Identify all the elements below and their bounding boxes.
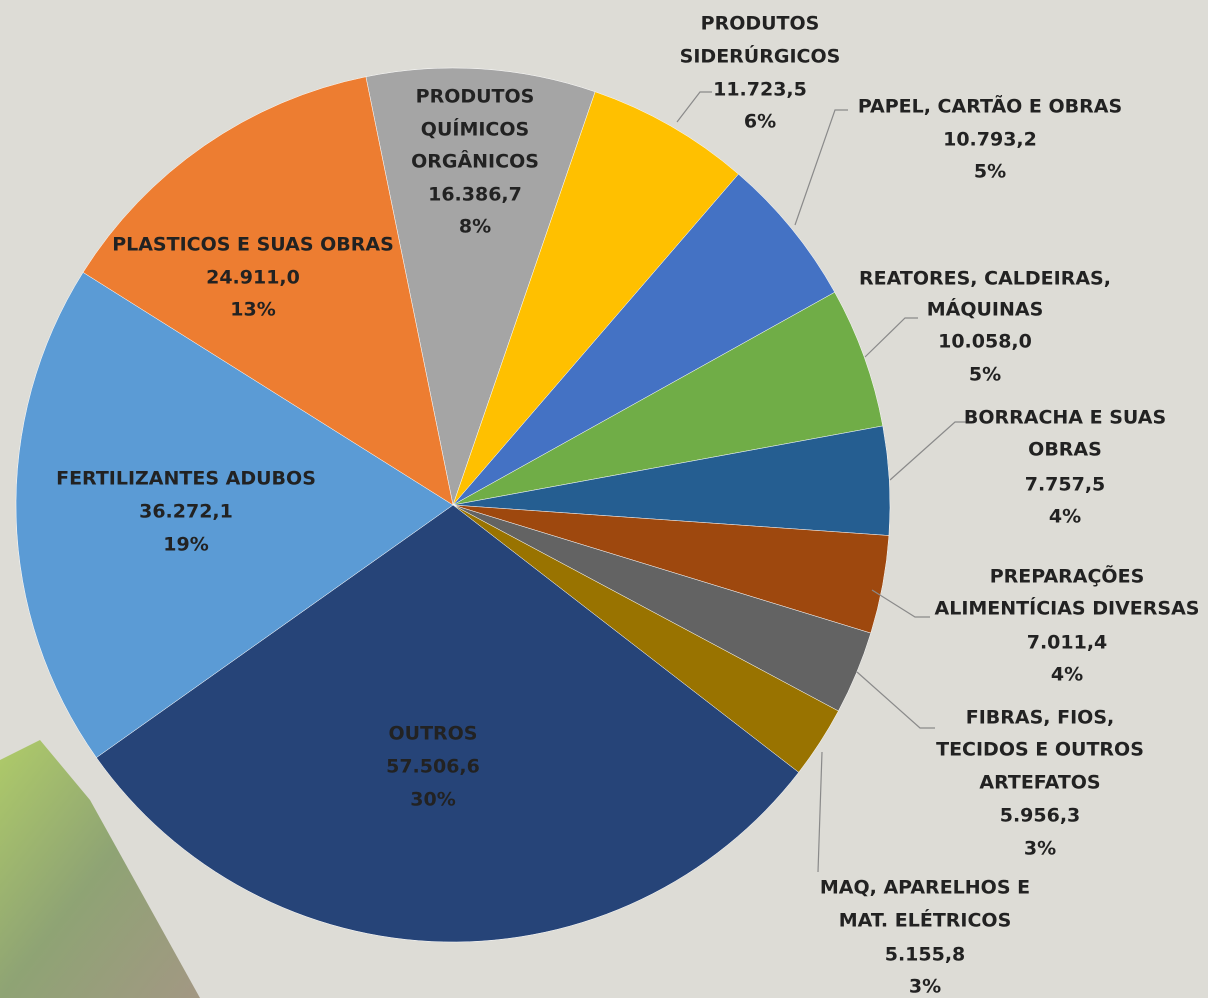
background-photo: [0, 740, 200, 998]
pie-slice: [82, 76, 454, 506]
pie-slice: [452, 91, 739, 506]
slice-label: FIBRAS, FIOS,: [966, 707, 1114, 729]
pie-slice: [452, 291, 884, 506]
leader-line: [864, 317, 918, 358]
percent-label: 5%: [974, 161, 1006, 183]
slice-label: MAQ, APARELHOS E: [820, 877, 1030, 899]
value-label: 5.956,3: [1000, 805, 1081, 827]
value-label: 16.386,7: [428, 184, 522, 206]
value-label: 10.793,2: [943, 129, 1037, 151]
slice-label: MÁQUINAS: [927, 298, 1044, 321]
slice-label: TECIDOS E OUTROS: [936, 739, 1144, 761]
slice-label: SIDERÚRGICOS: [680, 44, 841, 68]
value-label: 7.011,4: [1027, 632, 1108, 654]
value-label: 11.723,5: [713, 79, 807, 101]
percent-label: 30%: [410, 789, 455, 811]
slice-label: ORGÂNICOS: [411, 150, 539, 173]
value-label: 57.506,6: [386, 756, 480, 778]
leader-line: [889, 421, 970, 481]
percent-label: 5%: [969, 364, 1001, 386]
slice-label: FERTILIZANTES ADUBOS: [56, 468, 316, 490]
slice-label: PAPEL, CARTÃO E OBRAS: [858, 94, 1122, 118]
pie-slice: [365, 67, 596, 506]
percent-label: 3%: [909, 976, 941, 998]
value-label: 24.911,0: [206, 267, 300, 289]
slice-label: QUÍMICOS: [421, 118, 529, 141]
leader-line: [676, 91, 712, 123]
percent-label: 8%: [459, 216, 491, 238]
slice-label: OUTROS: [388, 723, 477, 745]
slice-label: BORRACHA E SUAS: [964, 407, 1166, 429]
percent-label: 6%: [744, 111, 776, 133]
pie-slice: [15, 272, 454, 758]
slice-label: MAT. ELÉTRICOS: [839, 909, 1012, 932]
percent-label: 19%: [163, 534, 208, 556]
percent-label: 4%: [1049, 506, 1081, 528]
percent-label: 13%: [230, 299, 275, 321]
slice-label: ALIMENTÍCIAS DIVERSAS: [935, 597, 1200, 620]
leader-line: [817, 751, 823, 873]
pie-slice: [452, 173, 836, 506]
pie-slice: [96, 504, 800, 943]
slice-label: PRODUTOS: [416, 86, 535, 108]
value-label: 10.058,0: [938, 331, 1032, 353]
percent-label: 3%: [1024, 838, 1056, 860]
value-label: 36.272,1: [139, 501, 233, 523]
slice-label: PREPARAÇÕES: [990, 564, 1145, 588]
slice-label: PLASTICOS E SUAS OBRAS: [112, 234, 394, 256]
leader-line: [871, 589, 930, 618]
leader-line: [856, 671, 935, 729]
value-label: 7.757,5: [1025, 474, 1106, 496]
leader-line: [794, 109, 848, 226]
slice-label: PRODUTOS: [701, 13, 820, 35]
value-label: 5.155,8: [885, 944, 966, 966]
slice-label: OBRAS: [1028, 439, 1102, 461]
percent-label: 4%: [1051, 664, 1083, 686]
slice-label: REATORES, CALDEIRAS,: [859, 268, 1111, 290]
slice-label: ARTEFATOS: [979, 772, 1100, 794]
